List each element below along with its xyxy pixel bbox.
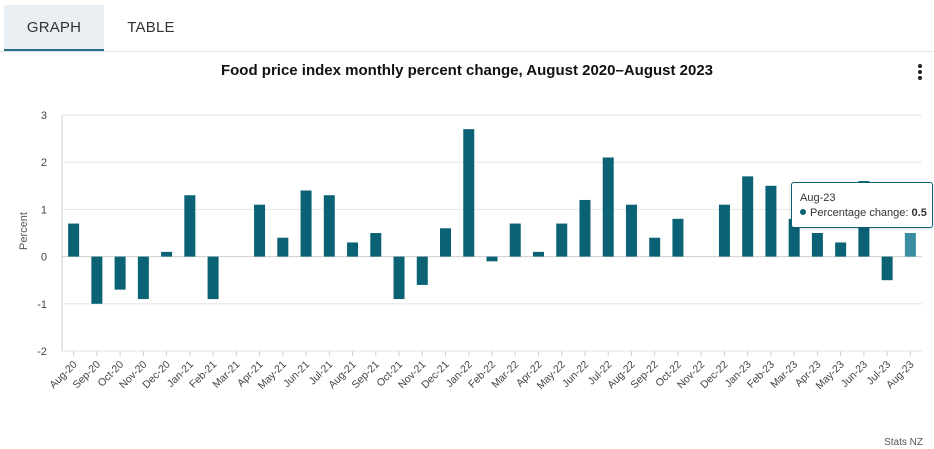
y-axis-title: Percent — [18, 212, 30, 250]
data-tooltip: Aug-23 Percentage change: 0.5 — [791, 182, 933, 228]
y-tick-label: -1 — [37, 299, 47, 311]
y-tick-label: 0 — [41, 252, 47, 264]
y-tick-label: 1 — [41, 204, 47, 216]
bar-apr-22[interactable] — [532, 251, 544, 257]
bar-jun-21[interactable] — [300, 190, 312, 257]
bar-sep-21[interactable] — [370, 233, 382, 257]
bar-may-23[interactable] — [835, 242, 847, 257]
bar-aug-20[interactable] — [68, 223, 80, 257]
bar-apr-23[interactable] — [811, 233, 823, 257]
bar-nov-20[interactable] — [137, 256, 149, 300]
y-tick-label: -2 — [37, 346, 47, 358]
tooltip-row: Percentage change: 0.5 — [800, 207, 927, 219]
bar-apr-21[interactable] — [254, 204, 266, 257]
bar-nov-21[interactable] — [416, 256, 428, 285]
bar-dec-22[interactable] — [718, 204, 730, 257]
bar-jul-21[interactable] — [323, 195, 335, 257]
bar-jun-22[interactable] — [579, 199, 591, 257]
y-tick-label: 3 — [41, 110, 47, 122]
bar-feb-21[interactable] — [207, 256, 219, 300]
bar-jan-21[interactable] — [184, 195, 196, 257]
chart-title: Food price index monthly percent change,… — [220, 62, 714, 79]
bar-may-22[interactable] — [556, 223, 568, 257]
view-tabs: GRAPH TABLE — [0, 5, 934, 52]
bar-aug-23[interactable] — [904, 233, 916, 257]
bar-aug-22[interactable] — [625, 204, 637, 257]
bar-jul-23[interactable] — [881, 256, 893, 281]
bar-mar-23[interactable] — [788, 218, 800, 257]
tooltip-date: Aug-23 — [800, 192, 836, 204]
x-tick-label: Jun-22 — [560, 359, 591, 390]
bar-may-21[interactable] — [277, 237, 289, 257]
x-tick-label: Jun-21 — [281, 359, 312, 390]
x-tick-label: Jun-23 — [839, 359, 870, 390]
bar-jan-23[interactable] — [742, 176, 754, 257]
bar-mar-22[interactable] — [509, 223, 521, 257]
bar-oct-20[interactable] — [114, 256, 126, 290]
bar-sep-20[interactable] — [91, 256, 103, 304]
bar-feb-23[interactable] — [765, 185, 777, 257]
series-dot-icon — [800, 209, 806, 215]
bar-oct-21[interactable] — [393, 256, 405, 300]
bar-sep-22[interactable] — [649, 237, 661, 257]
tab-table[interactable]: TABLE — [127, 19, 175, 36]
bar-dec-21[interactable] — [440, 228, 452, 257]
tab-graph[interactable]: GRAPH — [4, 5, 104, 51]
bar-jul-22[interactable] — [602, 157, 614, 257]
bar-jan-22[interactable] — [463, 129, 475, 257]
credit-text: Stats NZ — [884, 437, 923, 448]
tooltip-label: Percentage change: — [810, 207, 909, 219]
bar-feb-22[interactable] — [486, 256, 498, 262]
bar-oct-22[interactable] — [672, 218, 684, 257]
y-tick-label: 2 — [41, 157, 47, 169]
bar-aug-21[interactable] — [347, 242, 359, 257]
tooltip-value: 0.5 — [911, 207, 927, 219]
bar-dec-20[interactable] — [161, 251, 173, 257]
kebab-menu-icon[interactable] — [912, 64, 928, 84]
